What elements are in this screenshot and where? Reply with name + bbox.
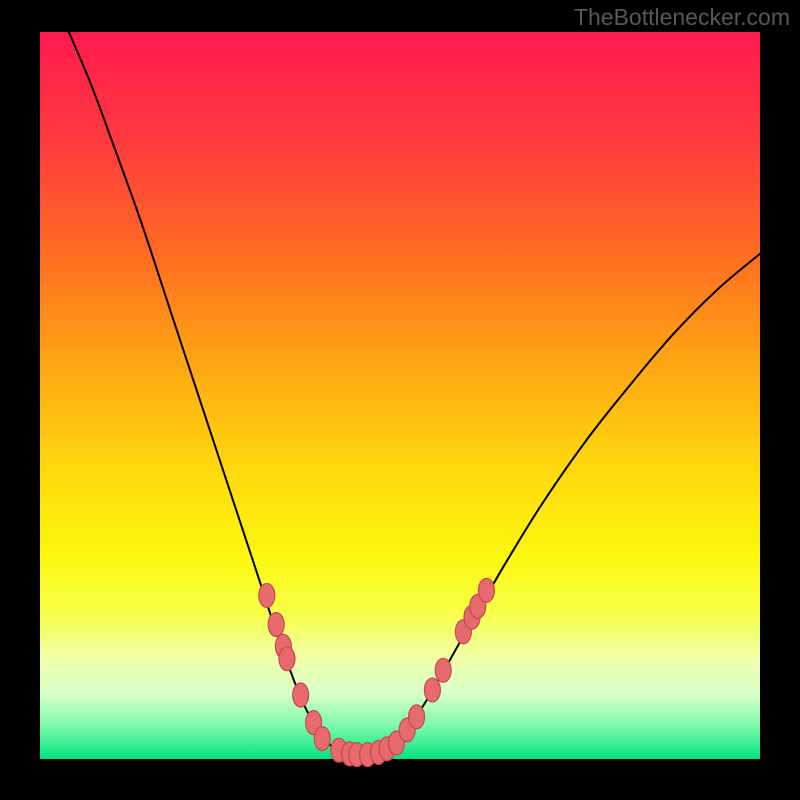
chart-svg bbox=[0, 0, 800, 800]
chart-container: TheBottlenecker.com bbox=[0, 0, 800, 800]
marker-point bbox=[268, 613, 284, 637]
marker-point bbox=[293, 683, 309, 707]
plot-background bbox=[40, 32, 760, 759]
marker-point bbox=[424, 678, 440, 702]
marker-point bbox=[435, 658, 451, 682]
watermark-text: TheBottlenecker.com bbox=[574, 4, 790, 31]
marker-point bbox=[259, 583, 275, 607]
marker-point bbox=[314, 727, 330, 751]
marker-point bbox=[409, 705, 425, 729]
marker-point bbox=[279, 647, 295, 671]
marker-point bbox=[478, 578, 494, 602]
